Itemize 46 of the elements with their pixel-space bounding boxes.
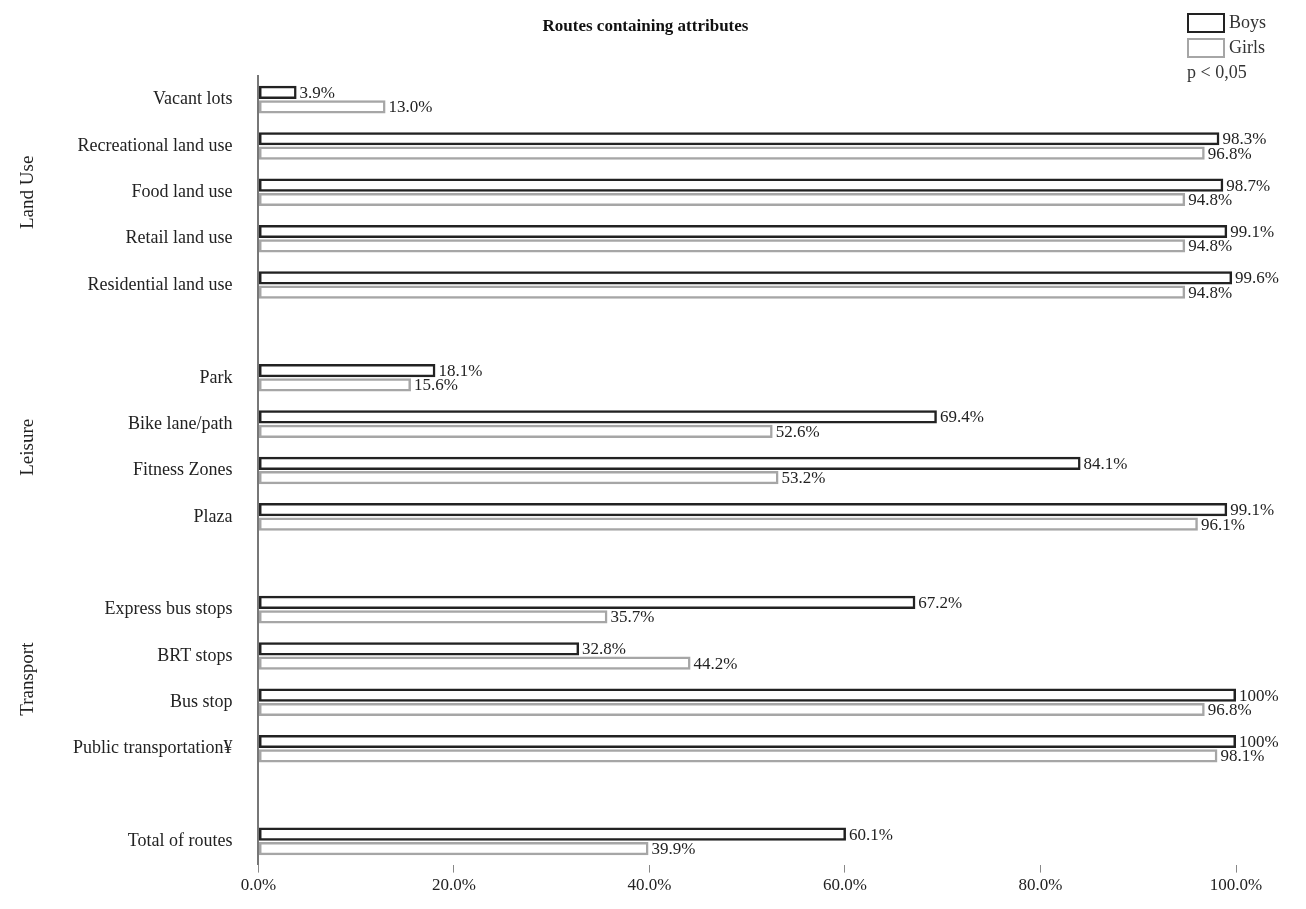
legend-label: Boys: [1228, 11, 1266, 34]
y-tick-label: Total of routes: [127, 830, 233, 851]
y-tick-label: Food land use: [131, 181, 233, 202]
data-label: 32.8%: [582, 639, 627, 659]
y-tick-label: Retail land use: [125, 227, 233, 248]
data-label: 13.0%: [388, 97, 433, 117]
y-tick-label: Residential land use: [87, 273, 233, 294]
y-tick-label: Bus stop: [169, 691, 233, 712]
y-tick-label: Public transportation¥: [72, 737, 233, 758]
y-tick-label: Express bus stops: [104, 598, 233, 619]
y-tick-label: Vacant lots: [152, 88, 233, 109]
x-tick-label: 20.0%: [432, 875, 476, 895]
text: Land Use: [15, 155, 37, 229]
chart-title: Routes containing attributes: [542, 15, 749, 35]
text: Leisure: [15, 418, 37, 476]
data-label: 60.1%: [848, 824, 893, 844]
x-tick-label: 60.0%: [823, 875, 867, 895]
x-tick-label: 100.0%: [1209, 875, 1263, 895]
data-label: 3.9%: [299, 82, 336, 102]
data-label: 35.7%: [610, 607, 655, 627]
x-tick-label: 0.0%: [240, 875, 277, 895]
y-tick-label: Plaza: [193, 505, 233, 526]
data-label: 67.2%: [918, 592, 963, 612]
data-label: 98.7%: [1226, 175, 1271, 195]
y-tick-label: Park: [199, 366, 233, 387]
y-tick-label: Fitness Zones: [132, 459, 233, 480]
data-label: 53.2%: [781, 468, 826, 488]
y-tick-label: Bike lane/path: [128, 412, 233, 433]
y-tick-label: Recreational land use: [77, 134, 233, 155]
data-label: 84.1%: [1083, 453, 1128, 473]
data-label: 99.1%: [1230, 221, 1275, 241]
text: Transport: [15, 641, 37, 716]
data-label: 100%: [1239, 685, 1279, 705]
data-label: 15.6%: [413, 375, 458, 395]
legend-label: Girls: [1228, 36, 1265, 59]
x-tick-label: 40.0%: [627, 875, 672, 895]
annotation: p < 0,05: [1186, 61, 1248, 84]
data-label: 44.2%: [693, 653, 738, 673]
x-tick-label: 80.0%: [1018, 875, 1063, 895]
y-tick-label: BRT stops: [157, 644, 233, 665]
data-label: 52.6%: [775, 421, 820, 441]
data-label: 69.4%: [939, 407, 984, 427]
data-label: 39.9%: [651, 839, 696, 859]
data-label: 94.8%: [1188, 236, 1233, 256]
data-label: 94.8%: [1188, 282, 1233, 302]
data-label: 99.6%: [1235, 268, 1280, 288]
